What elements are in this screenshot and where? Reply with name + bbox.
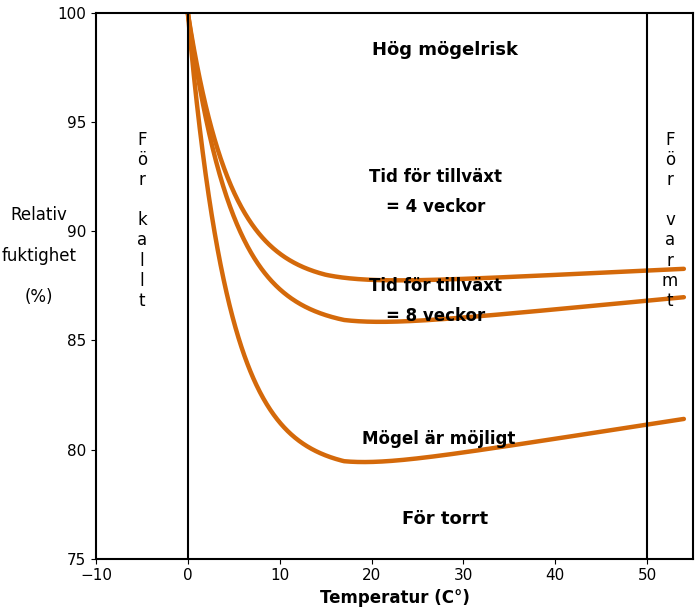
Text: För torrt: För torrt <box>402 510 488 529</box>
Text: (%): (%) <box>25 288 53 306</box>
Text: F
ö
r
 
k
a
l
l
t: F ö r k a l l t <box>136 131 147 309</box>
Text: Relativ: Relativ <box>10 206 68 224</box>
Text: Tid för tillväxt: Tid för tillväxt <box>370 277 503 295</box>
Text: fuktighet: fuktighet <box>2 247 77 265</box>
Text: Mögel är möjligt: Mögel är möjligt <box>363 430 516 448</box>
Text: = 8 veckor: = 8 veckor <box>386 308 486 325</box>
Text: Hög mögelrisk: Hög mögelrisk <box>372 41 518 60</box>
Text: Tid för tillväxt: Tid för tillväxt <box>370 168 503 185</box>
X-axis label: Temperatur (C°): Temperatur (C°) <box>320 589 470 607</box>
Text: F
ö
r
 
v
a
r
m
t: F ö r v a r m t <box>662 131 678 309</box>
Text: = 4 veckor: = 4 veckor <box>386 198 486 216</box>
